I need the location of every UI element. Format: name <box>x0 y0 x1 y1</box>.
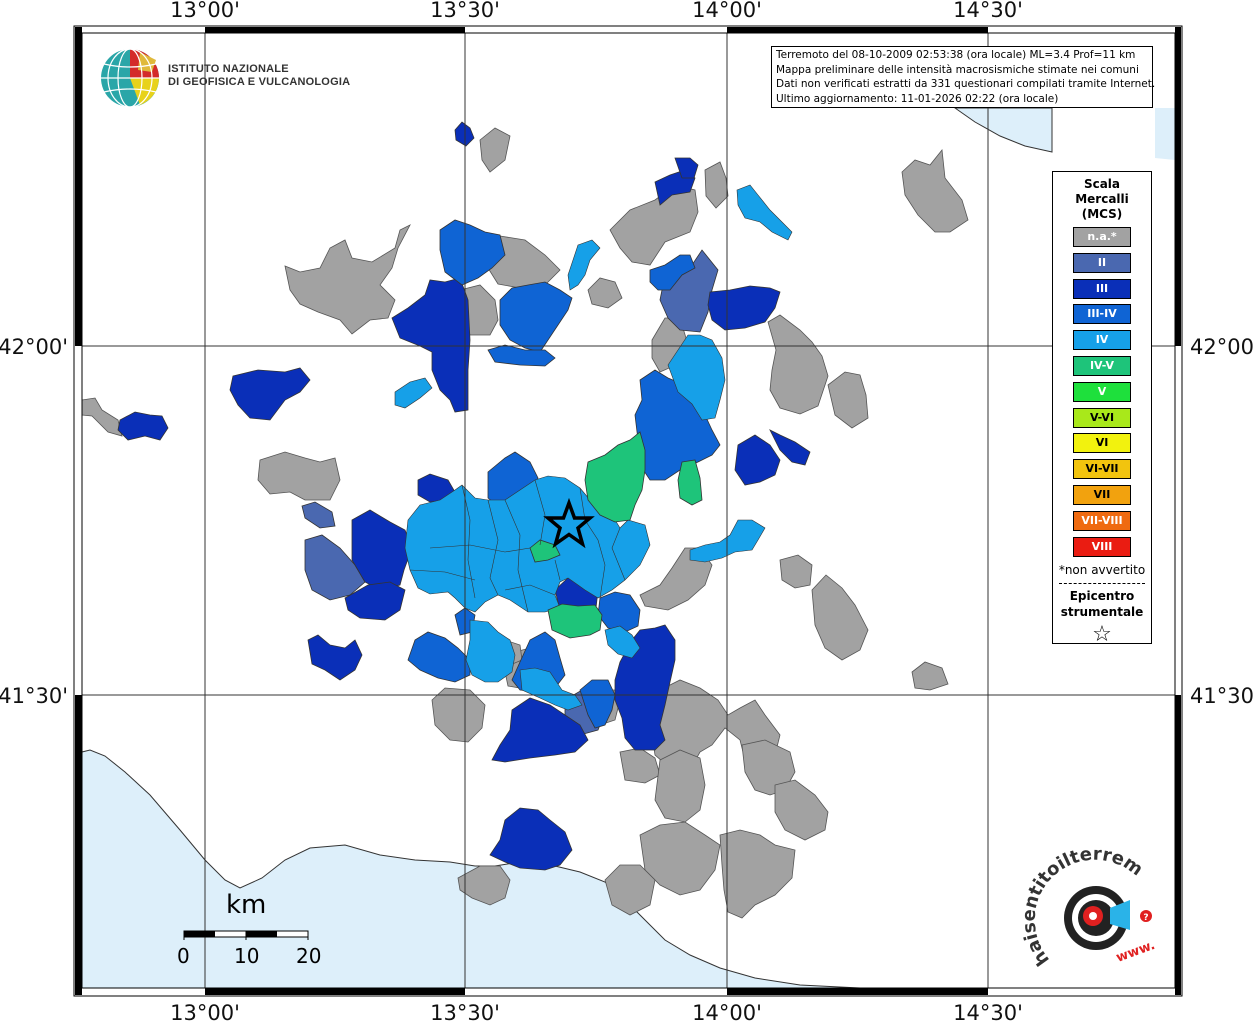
legend-item-na: n.a.* <box>1073 227 1131 247</box>
graticule <box>82 33 1175 988</box>
legend-item-V: V <box>1073 381 1131 402</box>
right-lat-label: 41°30' <box>1190 684 1255 708</box>
legend-title-line3: (MCS) <box>1081 207 1123 221</box>
event-info-box: Terremoto del 08-10-2009 02:53:38 (ora l… <box>771 46 1156 108</box>
legend-item-VI: VI <box>1073 433 1131 454</box>
internal-boundaries <box>409 479 626 613</box>
legend-item-VI-VII: VI-VII <box>1073 459 1131 480</box>
legend-title-line1: Scala <box>1083 177 1121 191</box>
right-lat-label: 42°00' <box>1190 335 1255 359</box>
municipalities-na <box>81 127 969 919</box>
ingv-name: ISTITUTO NAZIONALE DI GEOFISICA E VULCAN… <box>168 63 350 89</box>
legend-divider <box>1059 582 1145 584</box>
intensity-legend: Scala Mercalli (MCS) n.a.* II III III-IV… <box>1052 171 1152 647</box>
scale-tick-0: 0 <box>177 944 190 968</box>
legend-title-line2: Mercalli <box>1075 192 1129 206</box>
legend-epicenter-label: Epicentro strumentale <box>1053 588 1151 620</box>
svg-text:?: ? <box>1143 913 1148 923</box>
event-info-line2: Mappa preliminare delle intensità macros… <box>776 63 1139 76</box>
bottom-lon-label: 14°30' <box>953 1001 1023 1024</box>
event-info-line3: Dati non verificati estratti da 331 ques… <box>776 78 1156 91</box>
legend-item-III: III <box>1073 278 1131 299</box>
legend-star-icon: ☆ <box>1092 621 1112 647</box>
legend-item-VII: VII <box>1073 484 1131 505</box>
legend-epicenter-line1: Epicentro <box>1069 588 1135 603</box>
legend-item-II: II <box>1073 252 1131 273</box>
scale-tick-20: 20 <box>296 944 322 968</box>
legend-item-IV: IV <box>1073 330 1131 351</box>
legend-item-VII-VIII: VII-VIII <box>1073 510 1131 531</box>
legend-title: Scala Mercalli (MCS) <box>1053 177 1151 222</box>
legend-item-V-VI: V-VI <box>1073 407 1131 428</box>
top-lon-label: 14°30' <box>953 0 1023 22</box>
sea-adriatic <box>953 107 1053 153</box>
top-lon-label: 14°00' <box>692 0 762 22</box>
scale-unit: km <box>226 890 267 920</box>
ingv-globe-icon <box>101 48 159 108</box>
municipalities-III <box>117 121 811 871</box>
sea-tyrrhenian <box>81 749 861 989</box>
bottom-lon-label: 14°00' <box>692 1001 762 1024</box>
event-info-line1: Terremoto del 08-10-2009 02:53:38 (ora l… <box>776 49 1136 61</box>
scale-tick-10: 10 <box>234 944 260 968</box>
epicenter-star-icon <box>543 497 595 549</box>
legend-item-VIII: VIII <box>1073 536 1131 557</box>
legend-item-III-IV: III-IV <box>1073 304 1131 325</box>
legend-item-IV-V: IV-V <box>1073 355 1131 376</box>
sea-adriatic-right <box>1155 108 1175 160</box>
top-lon-label: 13°00' <box>170 0 240 22</box>
legend-items: n.a.* II III III-IV IV IV-V V V-VI VI VI… <box>1053 227 1151 557</box>
map-frame <box>73 25 1183 997</box>
legend-epicenter-line2: strumentale <box>1060 604 1144 619</box>
bottom-lon-label: 13°30' <box>430 1001 500 1024</box>
left-lat-label: 42°00' <box>0 335 68 359</box>
ingv-name-line2: DI GEOFISICA E VULCANOLOGIA <box>168 76 351 88</box>
legend-note: *non avvertito <box>1058 562 1146 577</box>
municipalities-IV <box>394 184 793 711</box>
event-info-line4: Ultimo aggiornamento: 11-01-2026 02:22 (… <box>776 92 1059 105</box>
ingv-name-line1: ISTITUTO NAZIONALE <box>168 63 289 75</box>
left-lat-label: 41°30' <box>0 684 68 708</box>
bottom-lon-label: 13°00' <box>170 1001 240 1024</box>
scale-bar <box>183 930 309 940</box>
top-lon-label: 13°30' <box>430 0 500 22</box>
municipalities-IV-V <box>529 431 703 639</box>
